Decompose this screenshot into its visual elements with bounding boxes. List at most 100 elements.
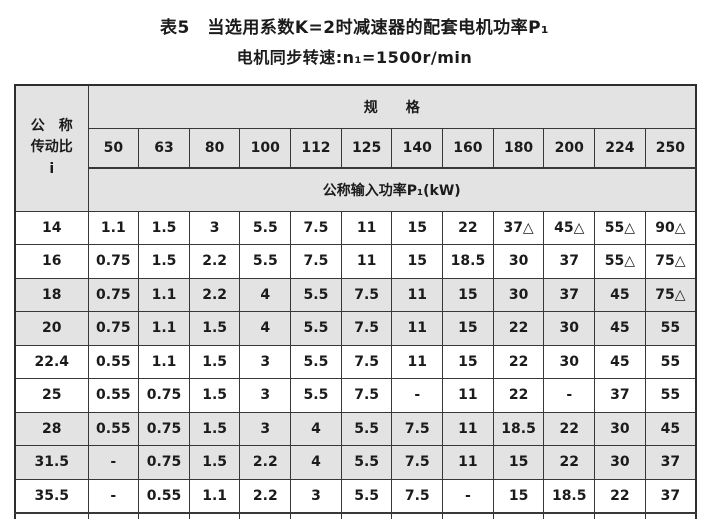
value-cell [290,511,342,519]
value-cell: 11 [391,277,444,312]
column-header-cell: 100 [239,127,292,169]
value-cell: 5.5 [340,411,393,446]
value-cell [594,511,646,519]
value-cell: 0.55 [87,378,140,413]
value-cell: 4 [290,445,342,480]
value-cell: 0.75 [138,378,190,413]
value-cell: 45 [644,411,697,446]
column-header-cell: 112 [290,127,342,169]
value-cell: 7.5 [391,445,444,480]
value-cell: 5.5 [290,344,342,379]
value-cell: 5.5 [239,210,292,245]
value-cell: 3 [188,210,241,245]
value-cell: 7.5 [290,210,342,245]
column-header-cell: 140 [391,127,444,169]
table-row: 20 0.75 1.1 1.5 4 5.5 7.5 11 15 22 30 45 55 [14,311,697,346]
value-cell: 18.5 [543,478,596,513]
ratio-cell: 28 [14,411,89,446]
value-cell: 7.5 [391,411,444,446]
value-cell: 0.75 [87,277,140,312]
value-cell: 55 [644,311,697,346]
spec-header-row: 公 称 传动比 i 规 格 [14,84,697,212]
value-cell [188,511,241,519]
value-cell: 22 [442,210,494,245]
value-cell: 1.5 [188,411,241,446]
value-cell: 2.2 [188,277,241,312]
value-cell: 15 [492,445,545,480]
value-cell: 11 [340,210,393,245]
ratio-cell [14,511,89,519]
value-cell: 22 [543,445,596,480]
value-cell: 18.5 [492,411,545,446]
value-cell: 5.5 [290,378,342,413]
column-header-cell: 50 [87,127,140,169]
value-cell: 3 [239,378,292,413]
value-cell: 15 [391,244,444,279]
ratio-cell: 18 [14,277,89,312]
value-cell: 0.75 [138,445,190,480]
value-cell: 55△ [594,244,646,279]
table-row: 14 1.1 1.5 3 5.5 7.5 11 15 22 37△ 45△ 55△ 90△ [14,210,697,245]
value-cell: 0.55 [87,411,140,446]
column-header-cell: 180 [492,127,545,169]
value-cell: 2.2 [188,244,241,279]
value-cell: 15 [391,210,444,245]
value-cell: 1.5 [188,378,241,413]
ratio-cell: 20 [14,311,89,346]
value-cell: 2.2 [239,478,292,513]
value-cell: 90△ [644,210,697,245]
value-cell: 11 [391,311,444,346]
value-cell: 30 [492,277,545,312]
value-cell [87,511,140,519]
value-cell: 4 [239,311,292,346]
value-cell: 18.5 [442,244,494,279]
column-header-cell: 80 [188,127,241,169]
value-cell [138,511,190,519]
value-cell: 55△ [594,210,646,245]
value-cell: 7.5 [340,344,393,379]
value-cell: 15 [442,311,494,346]
table-title: 表5 当选用系数K=2时减速器的配套电机功率P₁ [160,18,549,38]
column-header-cell: 250 [644,127,697,169]
value-cell: 7.5 [391,478,444,513]
value-cell: 22 [492,311,545,346]
value-cell: 1.5 [138,244,190,279]
value-cell: 2.2 [239,445,292,480]
value-cell: 22 [492,378,545,413]
value-cell: 5.5 [290,311,342,346]
value-cell: 5.5 [239,244,292,279]
table-row: 18 0.75 1.1 2.2 4 5.5 7.5 11 15 30 37 45 75△ [14,277,697,312]
value-cell: 15 [442,344,494,379]
value-cell: 45 [594,344,646,379]
value-cell: 45 [594,311,646,346]
power-header-row: 公称输入功率P₁(kW) [15,167,697,212]
value-cell: 1.1 [138,344,190,379]
ratio-cell: 22.4 [14,344,89,379]
value-cell: 45 [594,277,646,312]
value-cell: 0.75 [87,244,140,279]
value-cell: 11 [340,244,393,279]
value-cell: - [87,445,140,480]
value-cell: 30 [594,411,646,446]
value-cell: 45△ [543,210,596,245]
value-cell: 37 [644,478,697,513]
value-cell: 30 [543,311,596,346]
table-row: 35.5-0.55 1.1 2.2 3 5.5 7.5-15 18.5 22 37 [14,478,697,513]
value-cell: 22 [594,478,646,513]
value-cell: 11 [442,378,494,413]
column-header-cell: 224 [594,127,646,169]
value-cell: 1.1 [138,277,190,312]
value-cell: 75△ [644,277,697,312]
value-cell: - [87,478,140,513]
value-cell: 75△ [644,244,697,279]
table-subtitle: 电机同步转速:n₁=1500r/min [236,48,473,67]
table-row: 31.5-0.75 1.5 2.2 4 5.5 7.5 11 15 22 30 37 [14,445,697,480]
value-cell: 37 [543,277,596,312]
value-cell: 3 [290,478,342,513]
value-cell: 0.75 [138,411,190,446]
value-cell: 1.1 [138,311,190,346]
value-cell: 3 [239,411,292,446]
column-header-cell: 200 [543,127,596,169]
value-cell: 0.55 [87,344,140,379]
